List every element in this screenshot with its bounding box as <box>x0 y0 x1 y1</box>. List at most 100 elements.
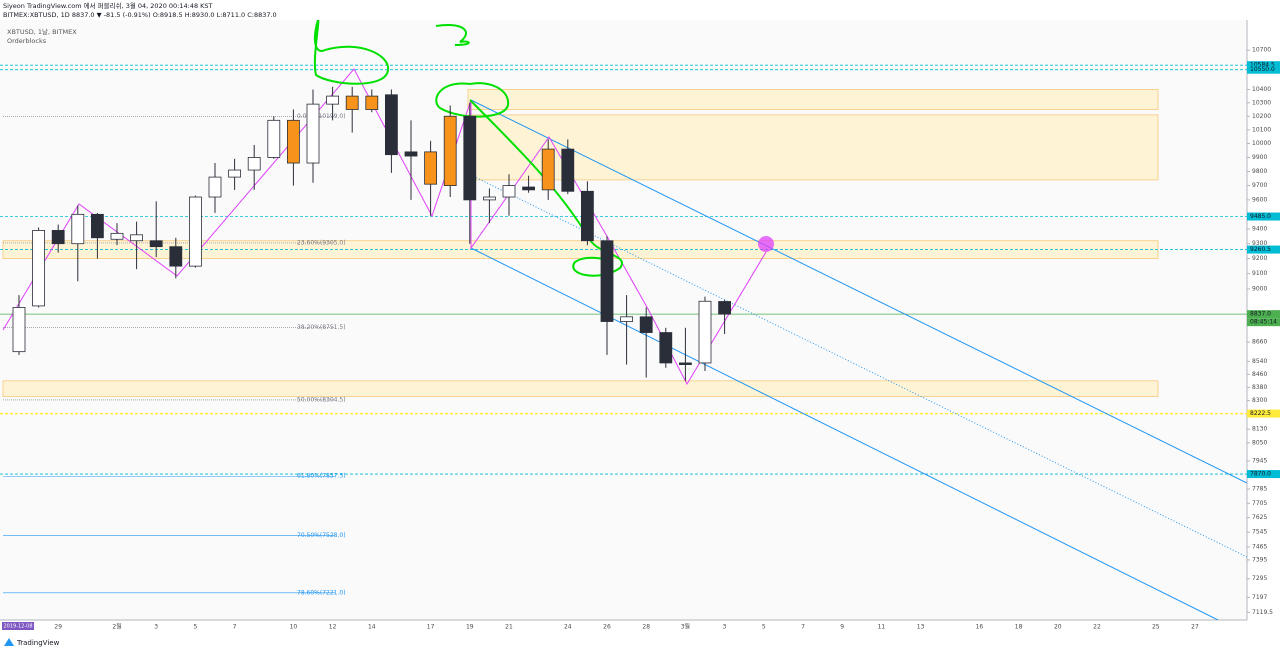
y-tick-label: 8300 <box>1252 397 1267 404</box>
y-tick-label: 8130 <box>1252 426 1267 433</box>
y-tick-label: 7197 <box>1252 594 1267 601</box>
fib-label: 61.80%(7857.5) <box>297 473 346 480</box>
orderblock <box>2 380 1159 397</box>
fib-label: 78.60%(7221.0) <box>297 589 346 596</box>
drawings <box>2 20 1247 620</box>
y-tick-label: 7625 <box>1252 514 1267 521</box>
y-tick-label: 7465 <box>1252 543 1267 550</box>
candle-body <box>522 186 535 191</box>
x-tick-label: 7 <box>801 624 805 631</box>
brand-logo <box>4 638 14 646</box>
x-tick-label: 3 <box>723 624 727 631</box>
candle-body <box>228 169 242 178</box>
y-tick-label: 7785 <box>1252 486 1267 493</box>
price-badge <box>1247 470 1280 479</box>
candle-body <box>51 230 65 245</box>
candle-body <box>424 151 438 185</box>
y-tick-label: 9300 <box>1252 240 1267 247</box>
price-badge <box>1247 245 1280 254</box>
candle-body <box>91 213 104 239</box>
target-marker <box>758 236 774 252</box>
y-tick-label: 9000 <box>1252 285 1267 292</box>
candle-body <box>384 94 398 156</box>
channel-bottom <box>470 247 1219 620</box>
cursor-date-badge <box>2 622 34 630</box>
countdown-badge <box>1247 318 1280 327</box>
candle-body <box>110 232 124 240</box>
fib-label: 0.00%(10199.0) <box>297 113 346 120</box>
cursor-date: 2019-12-08 <box>3 624 32 630</box>
candle-body <box>247 157 261 171</box>
y-tick-label: 7119.5 <box>1252 609 1273 616</box>
x-tick-label: 3월 <box>681 623 690 631</box>
y-tick-label: 9600 <box>1252 196 1267 203</box>
candle-body <box>561 148 575 192</box>
price-badge-label: 8837.0 <box>1250 311 1271 318</box>
orderblock <box>467 89 1159 110</box>
x-tick-label: 25 <box>1152 624 1160 631</box>
x-tick-label: 5 <box>193 624 197 631</box>
x-tick-label: 2월 <box>112 623 121 631</box>
candle-body <box>130 234 144 242</box>
y-tick-label: 9700 <box>1252 182 1267 189</box>
y-tick-label: 10100 <box>1252 126 1271 133</box>
candle-body <box>267 119 281 158</box>
axis-layer: 1070010400103001020010100100009900980097… <box>2 47 1273 631</box>
y-tick-label: 7945 <box>1252 457 1267 464</box>
candle-body <box>404 151 418 157</box>
x-tick-label: 9 <box>840 624 844 631</box>
quote-line: BITMEX:XBTUSD, 1D 8837.0 ▼ -81.5 (-0.91%… <box>3 11 277 19</box>
y-tick-label: 10400 <box>1252 86 1271 93</box>
y-tick-label: 8050 <box>1252 439 1267 446</box>
y-tick-label: 10300 <box>1252 99 1271 106</box>
candle-body <box>326 95 340 105</box>
y-tick-label: 8660 <box>1252 339 1267 346</box>
y-tick-label: 9900 <box>1252 154 1267 161</box>
x-tick-label: 13 <box>917 624 925 631</box>
hand-drawing <box>313 20 390 85</box>
publisher: Siyeon TradingView.com 에서 퍼블리쉬, 3월 04, 2… <box>3 1 213 10</box>
fib-label: 23.60%(9305.0) <box>297 239 346 246</box>
y-tick-label: 10200 <box>1252 113 1271 120</box>
countdown: 08:45:14 <box>1250 319 1277 326</box>
fib-layer: 0.00%(10199.0) 23.60%(9305.0) 38.20%(8751.… <box>3 113 346 596</box>
price-badge <box>1247 212 1280 221</box>
price-badge <box>1247 310 1280 319</box>
x-tick-label: 5 <box>762 624 766 631</box>
price-badge-label: 10550.0 <box>1250 66 1275 73</box>
price-badge <box>1247 61 1280 70</box>
x-tick-label: 20 <box>1054 624 1062 631</box>
price-lines-layer <box>0 64 1247 475</box>
symbol: XBTUSD, 1날, BITMEX <box>7 27 77 36</box>
x-tick-label: 29 <box>54 624 62 631</box>
x-tick-label: 16 <box>976 624 984 631</box>
candle-body <box>71 213 85 245</box>
candle-body <box>12 307 26 353</box>
price-badge <box>1247 65 1280 74</box>
y-tick-label: 8460 <box>1252 371 1267 378</box>
y-tick-label: 9800 <box>1252 168 1267 175</box>
hand-drawing <box>435 24 470 46</box>
brand[interactable]: TradingView <box>16 639 60 647</box>
y-tick-label: 7545 <box>1252 529 1267 536</box>
y-tick-label: 7395 <box>1252 556 1267 563</box>
x-tick-label: 19 <box>466 624 474 631</box>
y-tick-label: 9400 <box>1252 225 1267 232</box>
x-tick-label: 18 <box>1015 624 1023 631</box>
x-tick-label: 24 <box>564 624 572 631</box>
candle-body <box>659 332 673 364</box>
candles-layer <box>12 86 731 381</box>
channel-top <box>470 99 1247 484</box>
candle-body <box>365 95 379 110</box>
price-badge <box>1247 409 1280 418</box>
candle-body <box>149 240 163 248</box>
candle-body <box>169 246 183 267</box>
candle-body <box>188 196 202 267</box>
candle-body <box>581 190 594 242</box>
x-tick-label: 28 <box>642 624 650 631</box>
y-tick-label: 8540 <box>1252 358 1267 365</box>
y-tick-label: 10700 <box>1252 47 1271 54</box>
x-tick-label: 11 <box>878 624 886 631</box>
candle-body <box>482 196 496 201</box>
candle-body <box>502 185 516 198</box>
